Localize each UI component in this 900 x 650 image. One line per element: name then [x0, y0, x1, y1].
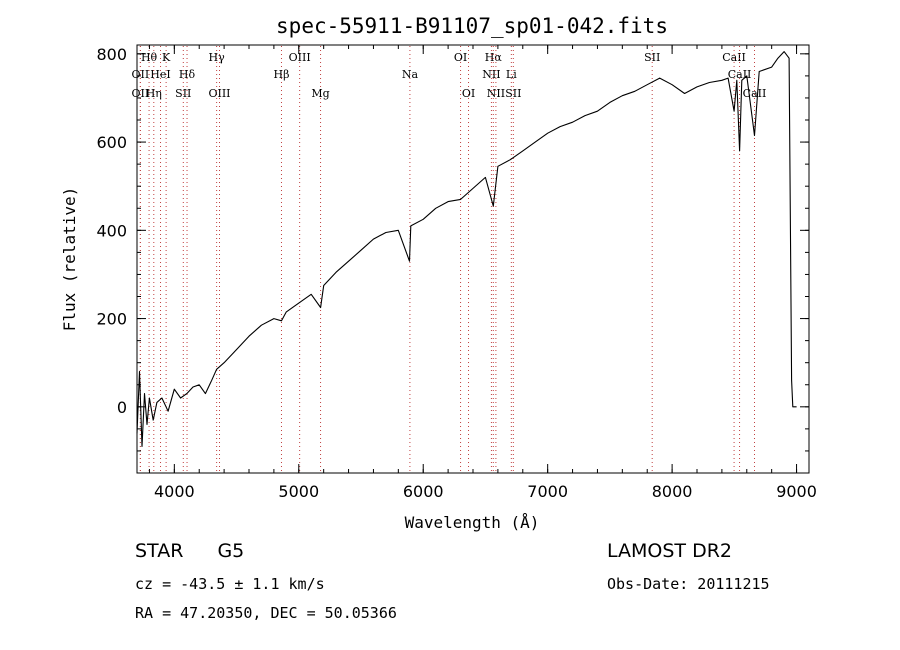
y-tick-label-1: 200	[96, 310, 127, 329]
line-label-24: CaII	[743, 87, 767, 100]
line-label-18: Li	[506, 68, 517, 81]
line-label-16: Hα	[485, 51, 503, 64]
y-tick-label-4: 800	[96, 45, 127, 64]
x-tick-label-5: 9000	[776, 482, 817, 501]
line-label-15: OI	[462, 87, 475, 100]
line-label-10: Hβ	[274, 68, 290, 81]
line-label-7: SII	[175, 87, 191, 100]
object-subclass: G5	[217, 540, 245, 562]
x-axis-label: Wavelength (Å)	[405, 513, 540, 532]
line-label-1: K	[162, 51, 171, 64]
x-tick-label-4: 8000	[652, 482, 693, 501]
line-label-8: Hγ	[209, 51, 226, 64]
x-tick-label-2: 6000	[403, 482, 444, 501]
survey-name: LAMOST DR2	[607, 540, 732, 562]
x-tick-label-3: 7000	[527, 482, 568, 501]
line-label-19: NII	[487, 87, 505, 100]
plot-frame	[136, 44, 810, 474]
chart-title: spec-55911-B91107_sp01-042.fits	[276, 14, 668, 38]
sky-coordinates: RA = 47.20350, DEC = 50.05366	[135, 604, 397, 622]
line-label-9: OIII	[208, 87, 230, 100]
axes: 4000 5000 6000 7000 8000 9000 0 200 400 600 800	[96, 45, 816, 501]
observation-date: Obs-Date: 20111215	[607, 575, 770, 593]
line-label-17: NII	[482, 68, 500, 81]
line-label-20: SII	[505, 87, 521, 100]
line-label-22: CaII	[722, 51, 746, 64]
plot-area	[136, 51, 797, 448]
y-tick-label-2: 400	[96, 221, 127, 240]
object-class: STAR	[135, 540, 184, 562]
line-label-6: Hη	[146, 87, 162, 100]
line-label-23: CaII	[728, 68, 752, 81]
line-label-0: Hθ	[141, 51, 158, 64]
y-tick-label-3: 600	[96, 133, 127, 152]
line-label-5: OII	[132, 87, 150, 100]
object-classification: STAR G5	[135, 540, 244, 562]
y-axis-label: Flux (relative)	[60, 187, 79, 332]
spectrum-line	[136, 51, 797, 448]
line-label-4: Hδ	[179, 68, 196, 81]
redshift-value: cz = -43.5 ± 1.1 km/s	[135, 575, 325, 593]
line-label-13: Na	[402, 68, 419, 81]
x-tick-label-1: 5000	[278, 482, 319, 501]
line-label-14: OI	[454, 51, 467, 64]
line-label-3: HeI	[150, 68, 170, 81]
line-label-21: SII	[644, 51, 660, 64]
line-label-12: Mg	[311, 87, 329, 100]
y-tick-label-0: 0	[117, 398, 127, 417]
line-label-11: OIII	[289, 51, 311, 64]
x-tick-label-0: 4000	[154, 482, 195, 501]
